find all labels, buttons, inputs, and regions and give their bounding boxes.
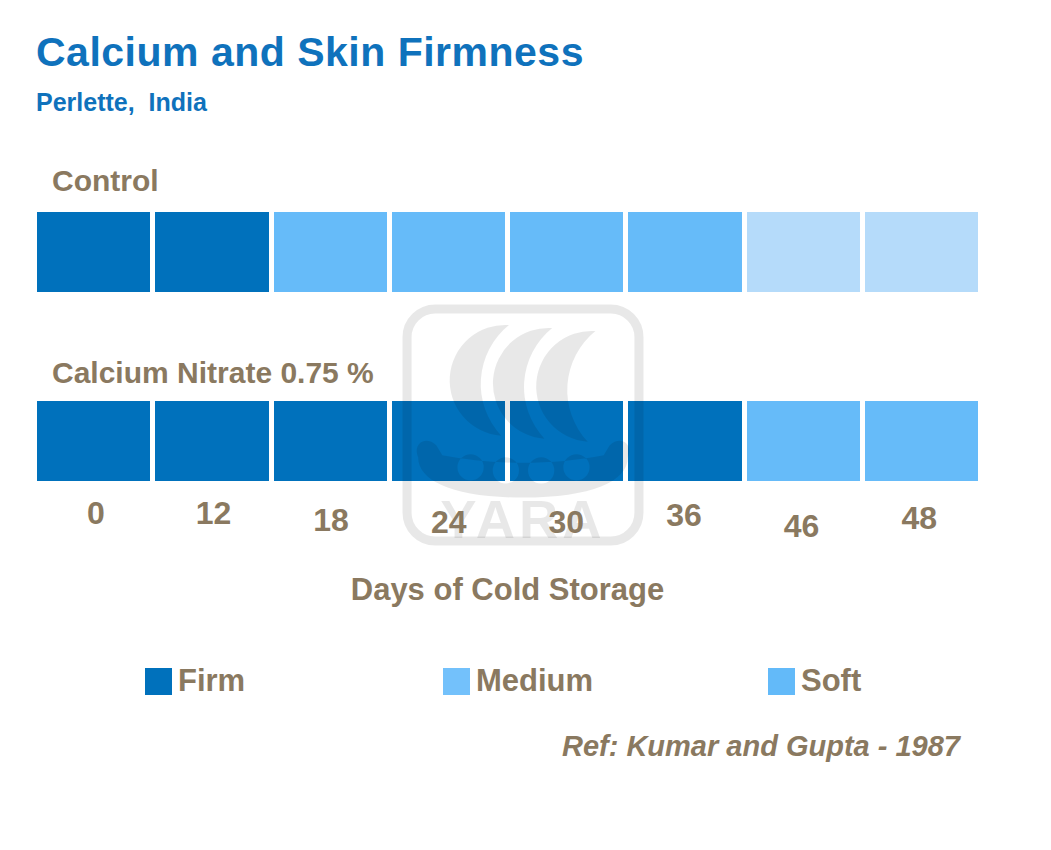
segment-medium xyxy=(865,401,978,481)
segment-firm xyxy=(37,401,150,481)
series-bar-control xyxy=(37,212,978,292)
segment-medium xyxy=(747,401,860,481)
segment-medium xyxy=(628,212,741,292)
legend-swatch-firm xyxy=(145,668,172,695)
x-tick-label: 0 xyxy=(37,495,155,532)
legend-label: Firm xyxy=(178,663,245,699)
x-tick-label: 24 xyxy=(390,504,508,541)
x-tick-label: 36 xyxy=(625,497,743,534)
page-subtitle: Perlette, India xyxy=(36,88,207,117)
legend-item-soft: Soft xyxy=(768,663,861,699)
segment-firm xyxy=(274,401,387,481)
page-title: Calcium and Skin Firmness xyxy=(36,30,584,75)
chart-slide: Calcium and Skin Firmness Perlette, Indi… xyxy=(0,0,1051,850)
legend-item-firm: Firm xyxy=(145,663,245,699)
x-tick-label: 46 xyxy=(743,508,861,545)
x-tick-label: 18 xyxy=(272,502,390,539)
legend-swatch-soft xyxy=(768,668,795,695)
reference-text: Ref: Kumar and Gupta - 1987 xyxy=(562,730,960,763)
series-label-control: Control xyxy=(52,164,159,198)
legend: Firm Medium Soft xyxy=(0,663,1051,703)
segment-firm xyxy=(392,401,505,481)
legend-label: Soft xyxy=(801,663,861,699)
segment-firm xyxy=(37,212,150,292)
segment-medium xyxy=(510,212,623,292)
segment-firm xyxy=(155,401,268,481)
segment-soft xyxy=(865,212,978,292)
legend-label: Medium xyxy=(476,663,593,699)
series-label-calcium-nitrate: Calcium Nitrate 0.75 % xyxy=(52,356,374,390)
legend-swatch-medium xyxy=(443,668,470,695)
segment-firm xyxy=(628,401,741,481)
x-axis-labels: 012182430364648 xyxy=(37,495,978,532)
series-bar-calcium-nitrate xyxy=(37,401,978,481)
segment-medium xyxy=(274,212,387,292)
x-axis-title: Days of Cold Storage xyxy=(37,572,978,608)
x-tick-label: 48 xyxy=(860,500,978,537)
segment-soft xyxy=(747,212,860,292)
segment-medium xyxy=(392,212,505,292)
segment-firm xyxy=(510,401,623,481)
x-tick-label: 12 xyxy=(155,495,273,532)
legend-item-medium: Medium xyxy=(443,663,593,699)
segment-firm xyxy=(155,212,268,292)
x-tick-label: 30 xyxy=(508,504,626,541)
